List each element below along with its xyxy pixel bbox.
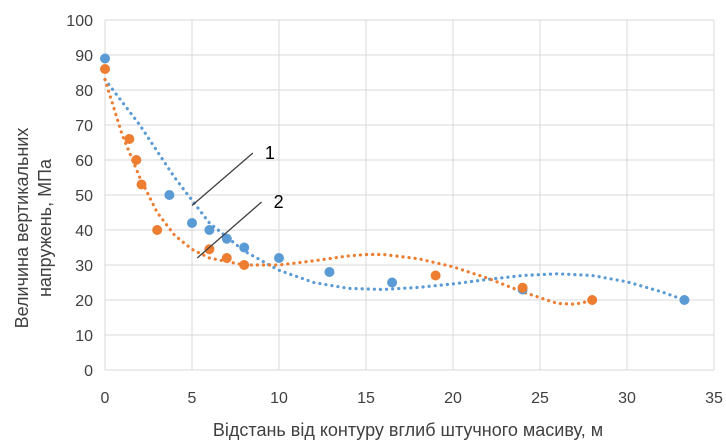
x-axis-label: Відстань від контуру вглиб штучного маси…	[213, 420, 603, 440]
series-1-point	[324, 267, 335, 277]
y-tick-label: 10	[75, 328, 93, 345]
y-axis-ticks: 0 10 20 30 40 50 60 70 80 90 100	[66, 13, 93, 380]
series-1-point	[221, 233, 232, 244]
y-tick-label: 70	[75, 118, 93, 135]
y-tick-label: 30	[75, 258, 93, 275]
series-2-point	[152, 225, 163, 235]
series-2-point	[221, 253, 232, 263]
x-tick-label: 15	[357, 390, 375, 407]
y-tick-label: 60	[75, 153, 93, 170]
y-tick-label: 0	[84, 363, 93, 380]
y-axis-label-line1: Величина вертикальних	[12, 128, 32, 329]
x-tick-label: 0	[101, 390, 110, 407]
x-tick-label: 20	[444, 390, 462, 407]
series-2-point	[124, 134, 135, 144]
series-1-trendline	[103, 77, 686, 302]
y-tick-label: 100	[66, 13, 93, 30]
y-tick-label: 20	[75, 293, 93, 310]
annotation-1-label: 1	[265, 143, 275, 163]
series-2-point	[430, 270, 441, 281]
y-tick-label: 80	[75, 83, 93, 100]
series-1-point	[204, 225, 215, 235]
series-2-trendline	[103, 77, 594, 306]
annotation-1-leader-line	[191, 152, 254, 206]
series-2-point	[100, 64, 110, 74]
series-1-point	[164, 190, 175, 200]
series-2-point	[131, 155, 142, 165]
x-tick-label: 5	[188, 390, 197, 407]
y-tick-label: 90	[75, 48, 93, 65]
data-points	[100, 53, 690, 305]
x-tick-label: 30	[618, 390, 636, 407]
x-axis-ticks: 0 5 10 15 20 25 30 35	[101, 390, 723, 407]
series-2-point	[587, 295, 598, 305]
trendlines	[103, 77, 686, 306]
series-1-point	[274, 253, 284, 263]
series-2-point	[204, 244, 215, 255]
series-2-point	[239, 260, 250, 270]
series-2-point	[517, 282, 528, 293]
y-tick-label: 50	[75, 188, 93, 205]
x-tick-label: 10	[270, 390, 288, 407]
series-1-point	[679, 295, 690, 305]
series-1-point	[187, 218, 197, 228]
y-tick-label: 40	[75, 223, 93, 240]
y-axis-label-line2: напружень, МПа	[35, 158, 55, 297]
series-1-point	[387, 277, 398, 288]
series-1-point	[100, 53, 110, 64]
annotation-2-label: 2	[274, 192, 284, 212]
annotations: 12	[191, 143, 284, 259]
x-tick-label: 25	[531, 390, 549, 407]
series-2-point	[136, 179, 147, 190]
grid-lines	[104, 19, 715, 371]
x-tick-label: 35	[705, 390, 723, 407]
series-1-point	[239, 242, 250, 253]
annotation-2-leader-line	[196, 201, 263, 259]
